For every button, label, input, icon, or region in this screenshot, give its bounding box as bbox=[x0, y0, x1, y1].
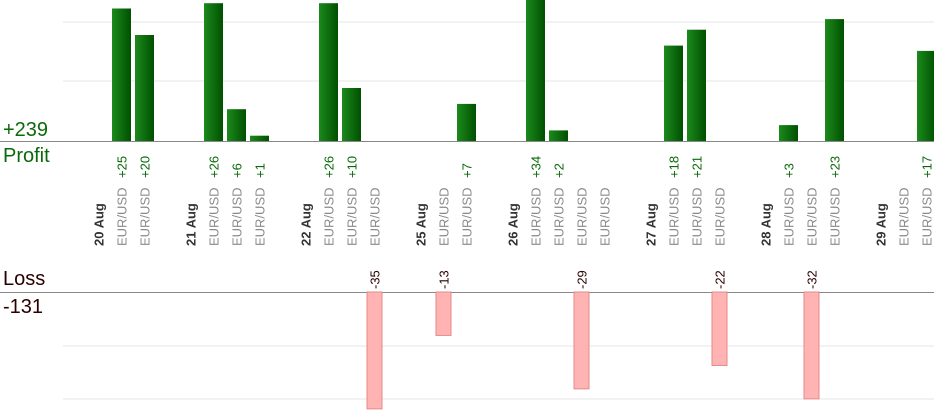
loss-bar bbox=[573, 291, 590, 390]
pair-label: EUR/USD bbox=[529, 187, 544, 246]
profit-value-label: +7 bbox=[460, 163, 475, 178]
profit-bar bbox=[112, 8, 131, 141]
date-label: 28 Aug bbox=[759, 203, 774, 246]
loss-bar bbox=[711, 291, 728, 366]
profit-value-label: +3 bbox=[782, 163, 797, 178]
profit-value-label: +21 bbox=[690, 156, 705, 178]
profit-value-label: +20 bbox=[138, 156, 153, 178]
profit-total: +239 bbox=[3, 119, 49, 141]
profit-value-label: +26 bbox=[322, 156, 337, 178]
pair-label: EUR/USD bbox=[460, 187, 475, 246]
pair-label: EUR/USD bbox=[368, 187, 383, 246]
date-label: 21 Aug bbox=[184, 203, 199, 246]
pair-label: EUR/USD bbox=[805, 187, 820, 246]
profit-value-label: +25 bbox=[115, 156, 130, 178]
pair-label: EUR/USD bbox=[782, 187, 797, 246]
date-label: 29 Aug bbox=[874, 203, 889, 246]
date-label: 20 Aug bbox=[92, 203, 107, 246]
loss-value-label: -13 bbox=[437, 270, 452, 289]
profit-bar bbox=[342, 88, 361, 141]
pair-label: EUR/USD bbox=[598, 187, 613, 246]
pair-label: EUR/USD bbox=[230, 187, 245, 246]
profit-bar bbox=[135, 35, 154, 141]
pair-label: EUR/USD bbox=[920, 187, 934, 246]
profit-value-label: +10 bbox=[345, 156, 360, 178]
loss-bar bbox=[803, 291, 820, 400]
profit-value-label: +23 bbox=[828, 156, 843, 178]
pair-label: EUR/USD bbox=[828, 187, 843, 246]
pair-label: EUR/USD bbox=[552, 187, 567, 246]
profit-value-label: +26 bbox=[207, 156, 222, 178]
profit-bar bbox=[204, 3, 223, 142]
pair-label: EUR/USD bbox=[897, 187, 912, 246]
loss-total: -131 bbox=[3, 296, 44, 318]
pair-label: EUR/USD bbox=[667, 187, 682, 246]
pair-label: EUR/USD bbox=[322, 187, 337, 246]
date-label: 25 Aug bbox=[414, 203, 429, 246]
profit-bar bbox=[549, 130, 568, 141]
date-label: 27 Aug bbox=[644, 203, 659, 246]
pair-label: EUR/USD bbox=[207, 187, 222, 246]
profit-value-label: +18 bbox=[667, 156, 682, 178]
loss-value-label: -32 bbox=[805, 270, 820, 289]
profit-bar bbox=[250, 135, 269, 141]
pair-label: EUR/USD bbox=[138, 187, 153, 246]
pair-label: EUR/USD bbox=[690, 187, 705, 246]
pair-label: EUR/USD bbox=[437, 187, 452, 246]
profit-bar bbox=[917, 50, 934, 141]
loss-value-label: -22 bbox=[713, 270, 728, 289]
profit-value-label: +34 bbox=[529, 156, 544, 178]
profit-bar bbox=[687, 29, 706, 142]
date-label: 26 Aug bbox=[506, 203, 521, 246]
profit-bar bbox=[779, 125, 798, 141]
pair-label: EUR/USD bbox=[345, 187, 360, 246]
profit-value-label: +1 bbox=[253, 163, 268, 178]
pair-label: EUR/USD bbox=[713, 187, 728, 246]
profit-value-label: +2 bbox=[552, 163, 567, 178]
pair-label: EUR/USD bbox=[575, 187, 590, 246]
profit-value-label: +17 bbox=[920, 156, 934, 178]
profit-bar bbox=[457, 103, 476, 141]
loss-value-label: -29 bbox=[575, 270, 590, 289]
profit-bar bbox=[526, 0, 545, 141]
pair-label: EUR/USD bbox=[115, 187, 130, 246]
pair-label: EUR/USD bbox=[253, 187, 268, 246]
loss-label: Loss bbox=[3, 268, 46, 290]
profit-bar bbox=[227, 109, 246, 141]
loss-bar bbox=[366, 291, 383, 410]
profit-value-label: +6 bbox=[230, 163, 245, 178]
profit-bar bbox=[825, 19, 844, 142]
loss-bar bbox=[435, 291, 452, 336]
date-label: 22 Aug bbox=[299, 203, 314, 246]
profit-bar bbox=[664, 45, 683, 141]
profit-bar bbox=[319, 3, 338, 142]
loss-value-label: -35 bbox=[368, 270, 383, 289]
profit-label: Profit bbox=[3, 145, 50, 167]
